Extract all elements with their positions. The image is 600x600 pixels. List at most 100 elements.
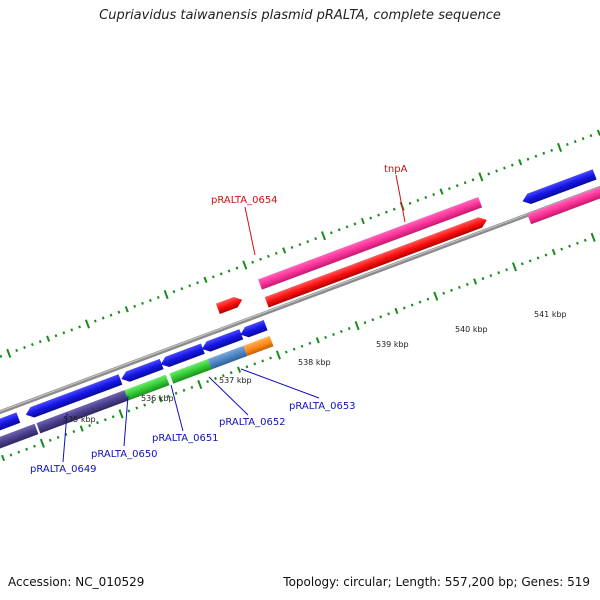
cds-pralta-0654[interactable] <box>215 295 244 314</box>
minor-tick-inner-537.6 <box>324 335 328 339</box>
feature-pralta-0653-orange[interactable] <box>243 335 274 357</box>
minor-tick-inner-534.1 <box>48 438 52 442</box>
cds-right-blue[interactable] <box>521 169 597 206</box>
minor-tick-inner-537.1 <box>284 350 288 354</box>
minor-tick-inner-539.3 <box>458 285 461 289</box>
minor-tick-inner-540.7 <box>568 244 571 248</box>
minor-tick-inner-536.9 <box>269 356 272 360</box>
cds-pralta-0649[interactable] <box>24 374 123 420</box>
minor-tick-inner-536.7 <box>253 362 257 366</box>
half-tick-outer-540.5 <box>518 158 523 166</box>
gene-label-tnpa[interactable]: tnpA <box>384 164 408 175</box>
minor-tick-inner-539.8 <box>497 271 501 275</box>
accession-text: Accession: NC_010529 <box>8 575 145 589</box>
minor-tick-inner-538.8 <box>418 300 422 304</box>
minor-tick-inner-536.8 <box>261 359 265 363</box>
minor-tick-outer-538.3 <box>345 225 349 229</box>
half-tick-outer-536.5 <box>203 276 208 283</box>
cds-pralta-0650[interactable] <box>119 358 164 384</box>
minor-tick-outer-540.9 <box>550 148 554 152</box>
half-tick-outer-539.5 <box>439 188 444 195</box>
feature-pralta-0650-green[interactable] <box>124 374 170 401</box>
minor-tick-outer-535.6 <box>133 304 137 308</box>
minor-tick-inner-537.9 <box>347 327 351 331</box>
feature-tnpa-pink[interactable] <box>258 197 483 290</box>
minor-tick-inner-535.8 <box>182 388 186 392</box>
minor-tick-inner-537.7 <box>332 332 335 336</box>
minor-tick-outer-534.7 <box>62 331 66 335</box>
minor-tick-outer-538.7 <box>377 213 380 217</box>
feature-pralta-0649-purple[interactable] <box>36 390 129 434</box>
minor-tick-inner-534.6 <box>88 424 91 428</box>
cds-pralta-0652[interactable] <box>200 329 244 354</box>
minor-tick-outer-536.8 <box>227 269 231 273</box>
minor-tick-inner-536.3 <box>221 374 225 378</box>
tick-label-539: 539 kbp <box>376 340 409 349</box>
minor-tick-inner-533.6 <box>9 453 13 457</box>
minor-tick-outer-537.4 <box>274 251 278 255</box>
half-tick-outer-537.5 <box>282 247 287 254</box>
minor-tick-outer-534.9 <box>78 325 81 329</box>
minor-tick-outer-541.4 <box>589 134 593 138</box>
half-tick-outer-534.5 <box>46 335 51 342</box>
minor-tick-inner-538.7 <box>410 303 414 307</box>
minor-tick-inner-534.9 <box>111 415 115 419</box>
minor-tick-outer-540.3 <box>503 166 506 170</box>
minor-tick-inner-537.3 <box>300 344 304 348</box>
minor-tick-outer-540.2 <box>495 169 498 173</box>
gene-label-pralta-0651[interactable]: pRALTA_0651 <box>152 433 219 444</box>
minor-tick-outer-535.2 <box>101 316 105 320</box>
cds-tnpa[interactable] <box>264 215 489 308</box>
minor-tick-inner-540.1 <box>520 262 524 266</box>
minor-tick-outer-540.7 <box>534 154 538 158</box>
major-tick-outer-534.0 <box>6 348 12 358</box>
major-tick-inner-537.0 <box>275 350 281 360</box>
cds-pralta-0651[interactable] <box>159 343 205 369</box>
gene-label-pralta-0650[interactable]: pRALTA_0650 <box>91 449 158 460</box>
cds-pralta-0653[interactable] <box>238 319 268 340</box>
minor-tick-inner-539.9 <box>505 268 508 272</box>
minor-tick-outer-539.8 <box>463 181 467 185</box>
major-tick-inner-538.0 <box>354 321 360 331</box>
minor-tick-inner-539.1 <box>442 291 446 295</box>
minor-tick-outer-540.6 <box>526 157 530 161</box>
label-leaders <box>62 174 406 463</box>
minor-tick-inner-537.8 <box>339 329 343 334</box>
minor-tick-inner-533.8 <box>25 447 29 451</box>
minor-tick-outer-539.6 <box>448 187 451 191</box>
minor-tick-inner-538.6 <box>402 306 406 310</box>
major-tick-inner-540.0 <box>511 262 517 272</box>
leader-0654 <box>244 206 256 256</box>
minor-tick-outer-541.3 <box>581 137 585 141</box>
cds-left-edge[interactable] <box>0 412 21 434</box>
minor-tick-outer-534.4 <box>38 340 42 344</box>
feature-left-purple[interactable] <box>0 423 39 458</box>
feature-pralta-0651-green[interactable] <box>169 359 212 384</box>
gene-label-pralta-0653[interactable]: pRALTA_0653 <box>289 401 356 412</box>
minor-tick-outer-534.6 <box>54 334 58 338</box>
minor-tick-outer-536.4 <box>196 281 199 285</box>
leader-tnpa <box>395 174 406 223</box>
major-tick-outer-540.0 <box>478 172 484 182</box>
gene-label-pralta-0649[interactable]: pRALTA_0649 <box>30 464 97 475</box>
minor-tick-outer-540.8 <box>542 151 546 155</box>
minor-tick-inner-535.1 <box>127 409 131 413</box>
feature-right-pink[interactable] <box>527 185 600 225</box>
major-tick-outer-535.0 <box>84 319 90 329</box>
minor-tick-outer-539.1 <box>408 201 412 205</box>
minor-tick-inner-534.8 <box>103 418 107 422</box>
minor-tick-inner-534.7 <box>96 421 99 425</box>
minor-tick-inner-536.2 <box>214 377 217 381</box>
half-tick-inner-538.5 <box>394 307 399 315</box>
gene-label-pralta-0652[interactable]: pRALTA_0652 <box>219 417 286 428</box>
minor-tick-outer-535.3 <box>109 313 113 317</box>
minor-tick-inner-540.4 <box>544 253 548 257</box>
gene-label-pralta-0654[interactable]: pRALTA_0654 <box>211 195 278 206</box>
minor-tick-outer-537.6 <box>290 245 294 249</box>
minor-tick-outer-541.1 <box>566 142 569 147</box>
minor-tick-inner-535.2 <box>135 406 139 410</box>
major-tick-outer-536.0 <box>163 289 169 300</box>
feature-pralta-0652-steelblue[interactable] <box>207 345 248 370</box>
minor-tick-outer-538.4 <box>353 222 357 226</box>
minor-tick-outer-539.9 <box>471 178 475 182</box>
